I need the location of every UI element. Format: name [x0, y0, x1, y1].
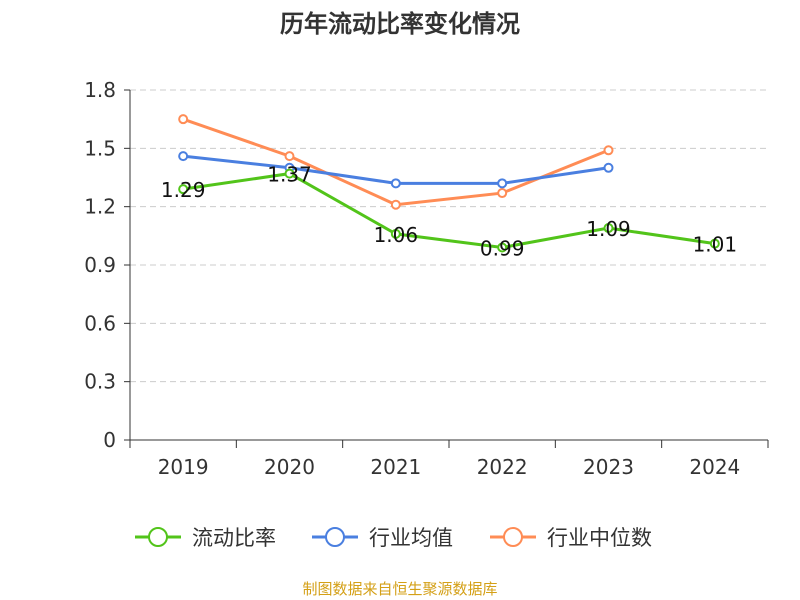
- x-tick-label: 2021: [370, 455, 421, 479]
- y-tick-label: 0: [103, 428, 116, 452]
- data-point: [603, 162, 614, 173]
- data-point: [284, 151, 295, 162]
- data-label: 0.99: [480, 237, 525, 261]
- y-tick-label: 0.6: [84, 311, 116, 335]
- legend-item[interactable]: 行业中位数: [490, 526, 652, 550]
- y-tick-label: 1.8: [84, 78, 116, 102]
- legend-circle-icon: [148, 527, 168, 547]
- data-point: [178, 151, 189, 162]
- data-point: [390, 228, 401, 239]
- legend-label: 流动比率: [192, 526, 276, 550]
- x-tick-label: 2023: [583, 455, 634, 479]
- data-point: [284, 168, 295, 179]
- data-label: 1.09: [586, 217, 631, 241]
- y-tick-label: 1.2: [84, 195, 116, 219]
- data-point: [603, 223, 614, 234]
- chart-title: 历年流动比率变化情况: [280, 10, 520, 38]
- series-line: [182, 172, 716, 250]
- data-point: [178, 184, 189, 195]
- legend-circle-icon: [325, 527, 345, 547]
- data-point: [603, 145, 614, 156]
- source-note: 制图数据来自恒生聚源数据库: [302, 580, 497, 598]
- data-point: [390, 199, 401, 210]
- legend-circle-icon: [503, 527, 523, 547]
- data-point: [709, 238, 720, 249]
- y-tick-label: 0.9: [84, 253, 116, 277]
- legend-item[interactable]: 流动比率: [135, 526, 276, 550]
- data-label: 1.37: [267, 163, 312, 187]
- y-tick-label: 0.3: [84, 370, 116, 394]
- legend-label: 行业均值: [369, 526, 453, 550]
- x-tick-label: 2022: [477, 455, 528, 479]
- x-tick-label: 2020: [264, 455, 315, 479]
- data-point: [497, 242, 508, 253]
- data-point: [497, 178, 508, 189]
- legend-label: 行业中位数: [547, 526, 652, 550]
- y-tick-label: 1.5: [84, 136, 116, 160]
- x-tick-label: 2019: [158, 455, 209, 479]
- data-point: [497, 188, 508, 199]
- data-label: 1.01: [693, 233, 738, 257]
- data-label: 1.29: [161, 178, 206, 202]
- x-tick-label: 2024: [689, 455, 740, 479]
- data-point: [390, 178, 401, 189]
- legend-item[interactable]: 行业均值: [312, 526, 453, 550]
- data-point: [178, 114, 189, 125]
- data-label: 1.06: [374, 223, 419, 247]
